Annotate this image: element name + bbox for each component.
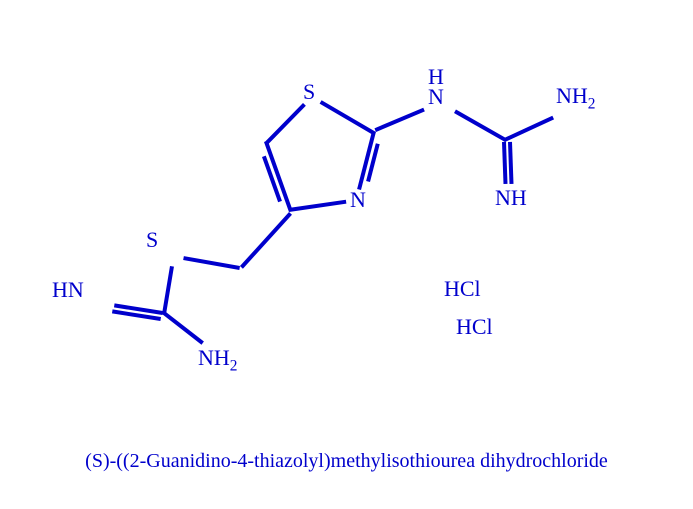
molecule-canvas: (S)-((2-Guanidino-4-thiazolyl)methylisot…	[0, 0, 693, 509]
atom-label-n8: NH2	[556, 85, 595, 107]
bond-line	[183, 256, 240, 270]
bond-line	[454, 109, 507, 142]
bond-line	[319, 100, 376, 135]
bond-line	[374, 108, 425, 132]
atom-label-n3: N	[350, 189, 366, 211]
atom-label-n6: HN	[428, 67, 444, 107]
atom-label-hcl2: HCl	[456, 316, 493, 338]
atom-label-n9: NH	[495, 187, 527, 209]
atom-label-n14: NH2	[198, 347, 237, 369]
bond-line	[288, 200, 346, 212]
bond-line	[503, 116, 553, 142]
atom-label-s1: S	[303, 81, 315, 103]
bond-line	[508, 142, 513, 184]
atom-label-n13: HN	[52, 279, 84, 301]
bond-line	[240, 212, 292, 269]
bond-line	[502, 142, 507, 184]
bond-line	[162, 311, 204, 345]
atom-label-s11: S	[146, 229, 158, 251]
bond-line	[162, 266, 174, 315]
compound-name: (S)-((2-Guanidino-4-thiazolyl)methylisot…	[0, 450, 693, 473]
bond-line	[264, 103, 305, 145]
atom-label-hcl1: HCl	[444, 278, 481, 300]
